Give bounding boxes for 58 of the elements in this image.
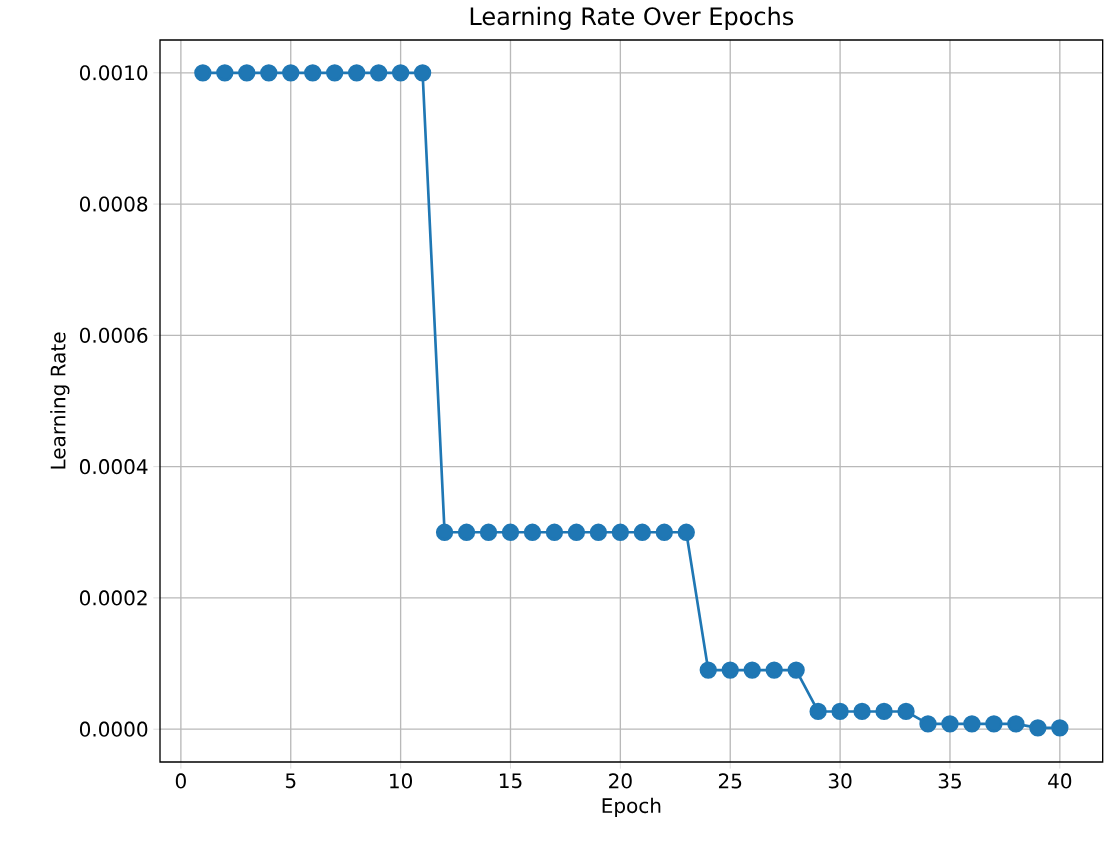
chart-title: Learning Rate Over Epochs	[470, 6, 794, 30]
x-axis-title: Epoch	[602, 797, 661, 818]
point	[457, 523, 476, 541]
point	[765, 661, 783, 679]
point	[238, 64, 256, 82]
point	[1051, 719, 1069, 737]
point	[348, 64, 366, 82]
point	[985, 715, 1003, 733]
point	[282, 64, 300, 82]
point	[633, 523, 651, 541]
point	[413, 64, 432, 82]
y-tick-label: 0.0010	[79, 65, 148, 81]
x-tick-label: 25	[718, 773, 742, 789]
point	[787, 661, 805, 679]
point	[919, 715, 937, 733]
point	[655, 523, 673, 541]
x-tick-label: 5	[285, 773, 296, 789]
point	[326, 64, 344, 82]
y-axis-title: Learning Rate	[50, 332, 70, 469]
point	[391, 64, 410, 82]
point	[1007, 715, 1025, 733]
x-tick-label: 40	[1048, 773, 1072, 789]
point	[743, 661, 761, 679]
point	[545, 523, 564, 541]
point	[721, 661, 739, 679]
point	[875, 702, 893, 721]
x-tick-label: 35	[938, 773, 961, 789]
point	[589, 523, 608, 541]
point	[699, 661, 717, 679]
point	[963, 715, 981, 733]
point	[194, 64, 212, 82]
x-tick-label: 15	[499, 773, 522, 789]
x-tick-label: 10	[390, 773, 413, 789]
point	[304, 64, 322, 82]
point	[853, 702, 871, 721]
y-tick-label: 0.0004	[79, 459, 148, 475]
point	[216, 64, 234, 82]
point	[831, 702, 849, 721]
point	[260, 64, 278, 82]
y-tick-label: 0.0002	[79, 590, 147, 606]
y-tick-label: 0.0006	[79, 327, 148, 343]
point	[369, 64, 388, 82]
point	[1029, 719, 1047, 737]
point	[479, 523, 498, 541]
point	[897, 702, 915, 721]
point	[523, 523, 542, 541]
point	[501, 523, 520, 541]
y-tick-label: 0.0008	[79, 196, 148, 212]
y-tick-label: 0.0000	[79, 721, 148, 737]
x-tick-label: 20	[609, 773, 632, 789]
x-tick-label: 0	[175, 773, 186, 789]
point	[677, 523, 695, 541]
point	[809, 702, 827, 721]
point	[611, 523, 630, 541]
x-tick-label: 30	[828, 773, 852, 789]
point	[567, 523, 586, 541]
point	[435, 523, 454, 541]
point	[941, 715, 959, 733]
